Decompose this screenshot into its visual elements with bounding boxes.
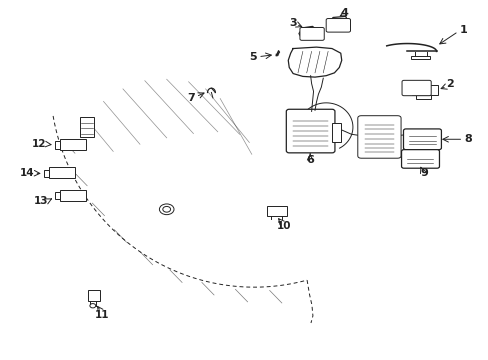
Circle shape — [90, 303, 96, 308]
FancyBboxPatch shape — [403, 129, 441, 150]
Bar — [43, 170, 48, 177]
Text: 7: 7 — [187, 93, 195, 103]
Text: 14: 14 — [20, 168, 34, 178]
Text: 2: 2 — [445, 79, 453, 89]
Text: 3: 3 — [289, 18, 296, 28]
Text: 6: 6 — [305, 156, 313, 165]
Text: 5: 5 — [249, 53, 257, 63]
Text: 13: 13 — [34, 197, 48, 206]
Bar — [80, 117, 94, 137]
Bar — [48, 167, 75, 178]
FancyBboxPatch shape — [357, 116, 400, 158]
FancyBboxPatch shape — [401, 150, 439, 168]
Text: 10: 10 — [277, 221, 291, 231]
Polygon shape — [287, 47, 341, 77]
Text: 4: 4 — [340, 8, 347, 18]
Circle shape — [163, 206, 170, 212]
FancyBboxPatch shape — [286, 109, 334, 153]
Circle shape — [159, 204, 174, 215]
Bar — [331, 123, 340, 143]
Text: 11: 11 — [95, 310, 109, 320]
Text: 9: 9 — [420, 168, 427, 178]
Text: 1: 1 — [459, 25, 466, 35]
Bar — [415, 95, 430, 99]
FancyBboxPatch shape — [401, 80, 430, 96]
Bar — [410, 57, 429, 59]
Bar — [60, 139, 86, 150]
Polygon shape — [298, 26, 317, 39]
FancyBboxPatch shape — [299, 27, 324, 40]
Bar — [55, 192, 60, 199]
Text: 8: 8 — [463, 134, 471, 144]
Bar — [411, 85, 437, 95]
Text: 12: 12 — [32, 139, 46, 149]
Bar — [60, 190, 86, 201]
Bar — [267, 206, 286, 216]
Bar — [88, 290, 100, 301]
Polygon shape — [329, 17, 348, 30]
Bar — [55, 141, 60, 149]
FancyBboxPatch shape — [325, 18, 350, 32]
